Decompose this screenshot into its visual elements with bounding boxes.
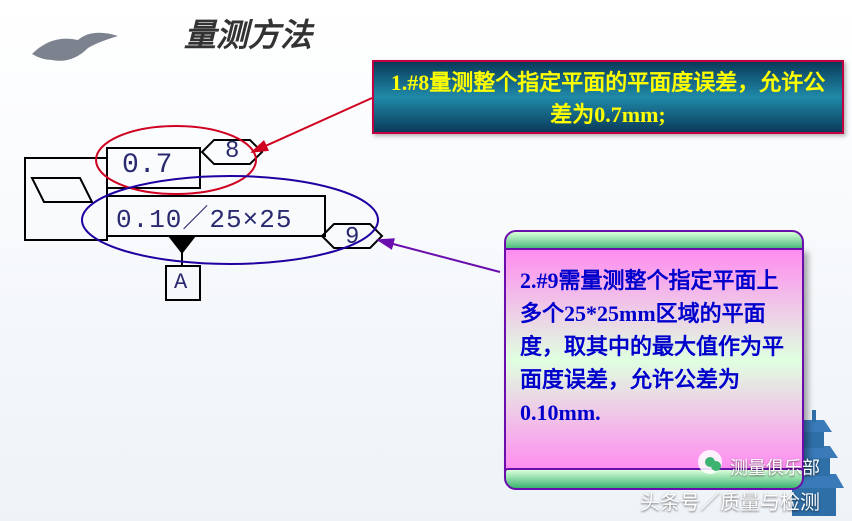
- callout-2: 2.#9需量测整个指定平面上多个25*25mm区域的平面度，取其中的最大值作为平…: [504, 248, 804, 472]
- slide-root: 量测方法 0.7 8 0.10／25×25 9 A 1.#8量测整个指定平面的平…: [0, 0, 852, 521]
- tol-010-text: 0.10／25×25: [116, 198, 292, 235]
- tol-07-text: 0.7: [122, 150, 172, 181]
- callout-2-text: 2.#9需量测整个指定平面上多个25*25mm区域的平面度，取其中的最大值作为平…: [520, 268, 784, 425]
- hex8-label: 8: [225, 138, 239, 165]
- callout-2-scroll: 2.#9需量测整个指定平面上多个25*25mm区域的平面度，取其中的最大值作为平…: [498, 230, 810, 490]
- wechat-icon: [698, 450, 722, 474]
- datum-a-label: A: [174, 270, 187, 295]
- callout-1: 1.#8量测整个指定平面的平面度误差，允许公差为0.7mm;: [372, 60, 844, 134]
- callout-1-text: 1.#8量测整个指定平面的平面度误差，允许公差为0.7mm;: [384, 65, 832, 129]
- slide-title: 量测方法: [184, 10, 312, 56]
- watermark-line1: 测量俱乐部: [730, 454, 820, 480]
- hex9-label: 9: [345, 224, 359, 251]
- watermark-line2: 头条号／质量与检测: [640, 486, 820, 515]
- bird-icon: [32, 33, 118, 61]
